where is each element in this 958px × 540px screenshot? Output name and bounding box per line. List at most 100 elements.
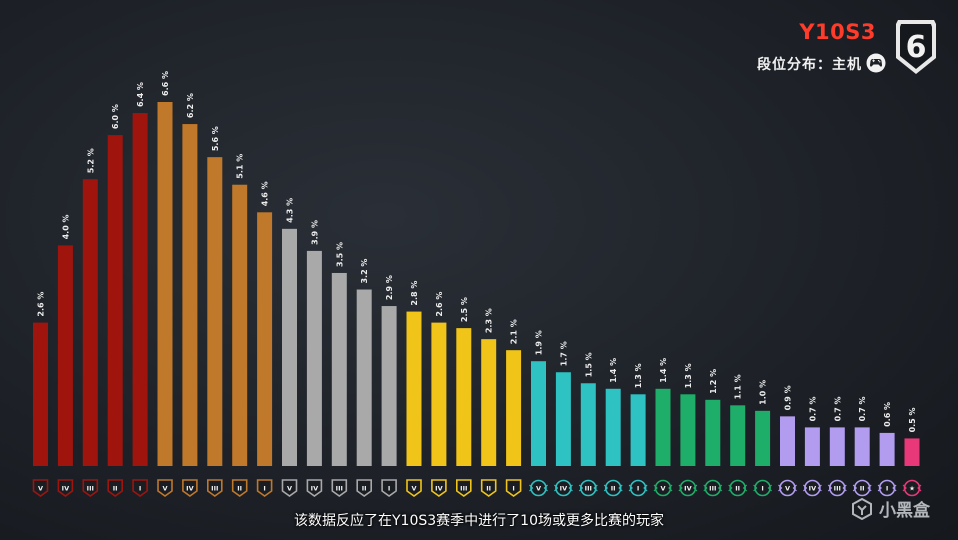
rank-icon-33: III bbox=[827, 479, 847, 497]
rank-mark-5: I bbox=[139, 485, 141, 493]
value-label-10: 4.6 % bbox=[261, 181, 270, 206]
rank-icon-8: III bbox=[207, 479, 223, 497]
rank-icon-23: III bbox=[578, 479, 598, 497]
rank-mark-25: I bbox=[637, 485, 639, 493]
value-label-30: 1.0 % bbox=[759, 380, 768, 405]
rank-mark-21: V bbox=[536, 485, 541, 493]
rank-icon-5: I bbox=[132, 479, 148, 497]
season-title: Y10S3 bbox=[799, 20, 876, 44]
rank-mark-16: V bbox=[411, 485, 416, 493]
rank-icon-19: II bbox=[480, 479, 497, 497]
bar-31 bbox=[780, 416, 795, 466]
rank-mark-29: II bbox=[735, 485, 740, 493]
rank-mark-9: II bbox=[237, 485, 242, 493]
value-label-20: 2.1 % bbox=[510, 319, 519, 344]
value-label-9: 5.1 % bbox=[236, 154, 245, 179]
rank-mark-8: III bbox=[211, 485, 218, 493]
rank-mark-2: IV bbox=[62, 485, 69, 493]
rank-icon-28: III bbox=[703, 479, 723, 497]
value-label-26: 1.4 % bbox=[659, 358, 668, 383]
value-label-4: 6.0 % bbox=[111, 104, 120, 129]
rank-mark-22: IV bbox=[560, 485, 567, 493]
bar-26 bbox=[655, 388, 671, 466]
rank-icon-17: IV bbox=[431, 479, 447, 497]
bar-11 bbox=[282, 228, 297, 466]
rank-mark-26: V bbox=[660, 485, 665, 493]
value-label-6: 6.6 % bbox=[161, 71, 170, 96]
rank-icon-32: IV bbox=[802, 479, 822, 497]
rank-icon-4: II bbox=[107, 479, 123, 497]
bar-4 bbox=[107, 135, 123, 466]
value-label-13: 3.5 % bbox=[335, 242, 344, 267]
bar-27 bbox=[680, 394, 696, 466]
value-label-35: 0.6 % bbox=[883, 402, 892, 427]
rank-mark-10: I bbox=[263, 485, 265, 493]
rank-icon-29: II bbox=[728, 479, 748, 497]
bar-9 bbox=[232, 184, 248, 466]
rank-mark-31: V bbox=[785, 485, 790, 493]
logo-number: 6 bbox=[906, 30, 927, 65]
bar-18 bbox=[456, 328, 472, 466]
value-label-12: 3.9 % bbox=[310, 220, 319, 245]
bar-33 bbox=[829, 427, 845, 466]
bar-15 bbox=[381, 306, 397, 466]
rank-mark-13: III bbox=[336, 485, 343, 493]
bar-23 bbox=[580, 383, 596, 466]
bar-19 bbox=[481, 339, 497, 466]
bar-2 bbox=[57, 245, 73, 466]
bar-22 bbox=[555, 372, 571, 466]
bar-12 bbox=[306, 250, 322, 466]
value-label-22: 1.7 % bbox=[559, 341, 568, 366]
value-label-19: 2.3 % bbox=[485, 308, 494, 333]
rank-mark-35: I bbox=[886, 485, 888, 493]
bar-1 bbox=[33, 322, 48, 466]
value-label-11: 4.3 % bbox=[286, 198, 295, 223]
siege-logo-icon: 6 bbox=[896, 20, 936, 74]
value-label-7: 6.2 % bbox=[186, 93, 195, 118]
value-label-14: 3.2 % bbox=[360, 259, 369, 284]
bar-17 bbox=[431, 322, 447, 466]
rank-icon-2: IV bbox=[57, 479, 74, 497]
value-label-2: 4.0 % bbox=[61, 214, 70, 239]
rank-icon-22: IV bbox=[553, 479, 573, 497]
rank-mark-3: III bbox=[87, 485, 94, 493]
value-label-16: 2.8 % bbox=[410, 281, 419, 306]
rank-mark-24: II bbox=[611, 485, 616, 493]
rank-icon-9: II bbox=[231, 479, 248, 497]
bar-36 bbox=[904, 438, 920, 466]
value-label-29: 1.1 % bbox=[734, 374, 743, 399]
value-label-33: 0.7 % bbox=[833, 396, 842, 421]
value-label-18: 2.5 % bbox=[460, 297, 469, 322]
rank-icon-14: II bbox=[356, 479, 372, 497]
rank-mark-30: I bbox=[761, 485, 763, 493]
rank-mark-32: IV bbox=[809, 485, 816, 493]
bar-25 bbox=[630, 394, 646, 466]
rank-mark-12: IV bbox=[311, 485, 318, 493]
controller-icon bbox=[866, 53, 886, 73]
rank-icon-24: II bbox=[603, 479, 623, 497]
rank-icon-15: I bbox=[381, 479, 397, 497]
value-label-17: 2.6 % bbox=[435, 292, 444, 317]
rank-icon-6: V bbox=[157, 479, 173, 497]
bar-34 bbox=[854, 427, 870, 466]
rank-mark-11: V bbox=[287, 485, 292, 493]
rank-mark-34: II bbox=[860, 485, 865, 493]
bar-30 bbox=[755, 410, 771, 466]
value-label-21: 1.9 % bbox=[535, 330, 544, 355]
rank-mark-6: V bbox=[162, 485, 167, 493]
bar-10 bbox=[257, 212, 273, 466]
watermark-logo-icon bbox=[852, 497, 872, 520]
bar-13 bbox=[331, 272, 347, 466]
rank-icon-20: I bbox=[505, 479, 522, 497]
value-label-28: 1.2 % bbox=[709, 369, 718, 394]
bar-29 bbox=[730, 405, 746, 466]
bar-35 bbox=[879, 432, 895, 466]
rank-mark-36: ★ bbox=[909, 485, 915, 493]
rank-icon-16: V bbox=[406, 479, 422, 497]
rank-icon-11: V bbox=[281, 479, 298, 497]
bar-6 bbox=[157, 102, 173, 466]
rank-icon-25: I bbox=[628, 479, 648, 497]
bar-28 bbox=[705, 399, 721, 466]
rank-icon-18: III bbox=[456, 479, 472, 497]
